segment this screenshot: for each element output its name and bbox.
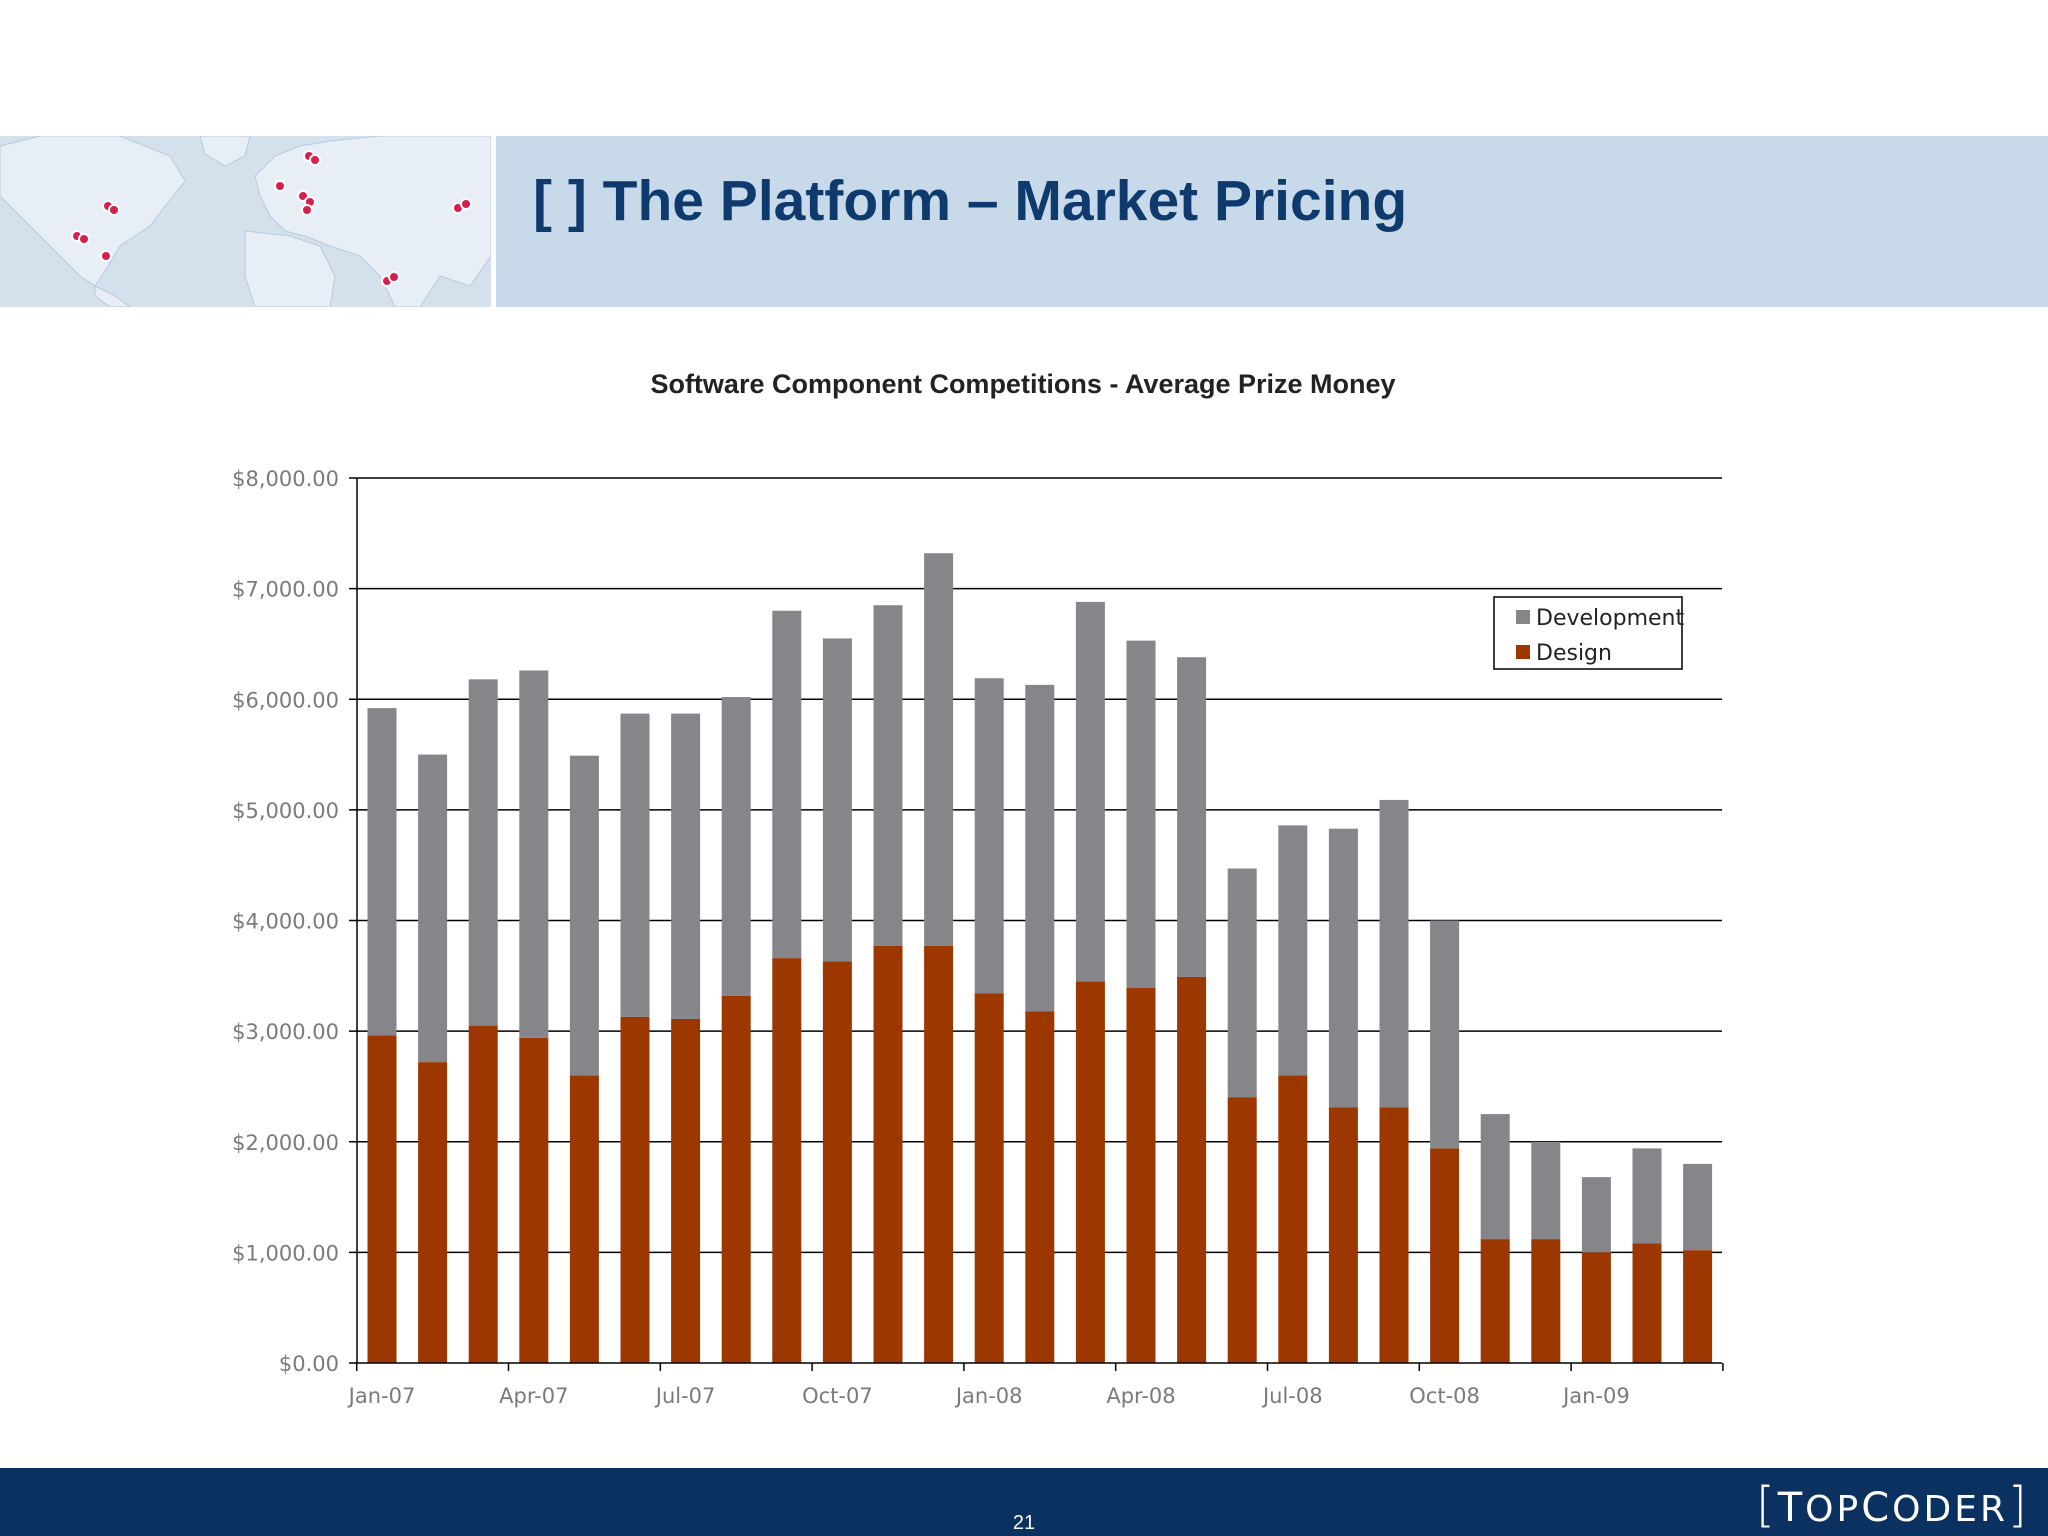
bar-design [873,945,903,1363]
slide-title: [ ] The Platform – Market Pricing [533,169,1408,233]
legend-swatch-development [1516,610,1530,624]
legend-label-design: Design [1536,641,1612,666]
bar-development [620,713,650,1017]
y-tick-label: $4,000.00 [232,910,339,934]
y-tick-label: $6,000.00 [232,688,339,712]
bar-design [1177,976,1207,1363]
y-tick-label: $5,000.00 [232,799,339,823]
bar-design [1126,987,1156,1363]
bar-design [1531,1239,1561,1363]
bar-design [1075,981,1105,1363]
x-tick-label: Jan-09 [1561,1384,1630,1408]
y-tick-label: $8,000.00 [232,467,339,491]
bar-design [519,1037,549,1363]
y-tick-label: $3,000.00 [232,1020,339,1044]
y-tick-label: $0.00 [279,1352,339,1376]
bar-development [822,638,852,962]
bar-design [671,1018,701,1363]
y-tick-label: $2,000.00 [232,1131,339,1155]
bar-development [924,553,954,946]
y-tick-label: $1,000.00 [232,1241,339,1265]
map-location-dot [460,198,472,210]
bar-design [772,958,802,1363]
stacked-bar-chart: Software Component Competitions - Averag… [232,369,1724,1408]
chart-container: Software Component Competitions - Averag… [0,360,2048,1420]
bar-design [721,995,751,1363]
bar-development [1177,657,1207,977]
bar-development [1632,1148,1662,1244]
bar-development [418,754,448,1063]
bar-development [873,605,903,946]
bar-development [671,713,701,1019]
bar-development [1278,825,1308,1076]
bar-development [1025,684,1055,1012]
bar-design [418,1062,448,1363]
bar-development [772,610,802,959]
x-tick-label: Jan-07 [347,1384,416,1408]
bar-development [569,755,599,1076]
world-map-image [0,136,491,307]
y-tick-label: $7,000.00 [232,578,339,602]
world-map-graphic [0,136,491,307]
bar-design [1025,1011,1055,1363]
map-location-dot [108,204,120,216]
bar-development [1328,828,1358,1108]
chart-legend: Development Design [1493,596,1684,670]
x-tick-label: Jul-07 [654,1384,716,1408]
chart-title: Software Component Competitions - Averag… [650,369,1395,399]
map-location-dot [100,250,112,262]
bar-development [1683,1163,1713,1251]
footer-bar [0,1468,2048,1536]
bar-design [367,1035,397,1363]
bar-design [1227,1097,1257,1363]
bar-design [1379,1107,1409,1363]
bar-development [468,679,498,1026]
bar-development [1379,799,1409,1108]
bar-design [1632,1243,1662,1363]
x-tick-label: Oct-08 [1409,1384,1480,1408]
bar-development [519,670,549,1038]
map-location-dot [274,180,286,192]
bar-design [468,1025,498,1363]
legend-label-development: Development [1536,606,1684,631]
x-tick-label: Jan-08 [954,1384,1023,1408]
bar-development [721,697,751,996]
bar-design [924,945,954,1363]
bar-design [1480,1239,1510,1363]
map-location-dot [301,204,313,216]
bar-design [1581,1252,1611,1363]
bar-development [1480,1114,1510,1240]
bar-design [974,993,1004,1363]
x-tick-label: Jul-08 [1261,1384,1323,1408]
bar-development [1581,1177,1611,1253]
map-location-dot [78,233,90,245]
page-number: 21 [1012,1512,1036,1534]
bar-design [620,1016,650,1363]
bar-development [367,708,397,1036]
header-divider [491,136,496,307]
bar-design [822,961,852,1363]
bar-development [1075,601,1105,982]
bar-design [1278,1075,1308,1363]
topcoder-logo: [TOPCODER] [1756,1477,2030,1533]
x-tick-label: Apr-08 [1106,1384,1175,1408]
map-location-dot [388,271,400,283]
legend-swatch-design [1516,645,1530,659]
bar-design [1683,1250,1713,1363]
bar-design [569,1075,599,1363]
bar-development [1227,868,1257,1098]
bar-development [1430,920,1460,1149]
x-tick-label: Apr-07 [499,1384,568,1408]
bar-design [1430,1148,1460,1363]
bar-development [974,678,1004,994]
bar-development [1126,640,1156,988]
bar-design [1328,1107,1358,1363]
bar-development [1531,1141,1561,1240]
x-tick-label: Oct-07 [802,1384,873,1408]
map-location-dot [309,154,321,166]
